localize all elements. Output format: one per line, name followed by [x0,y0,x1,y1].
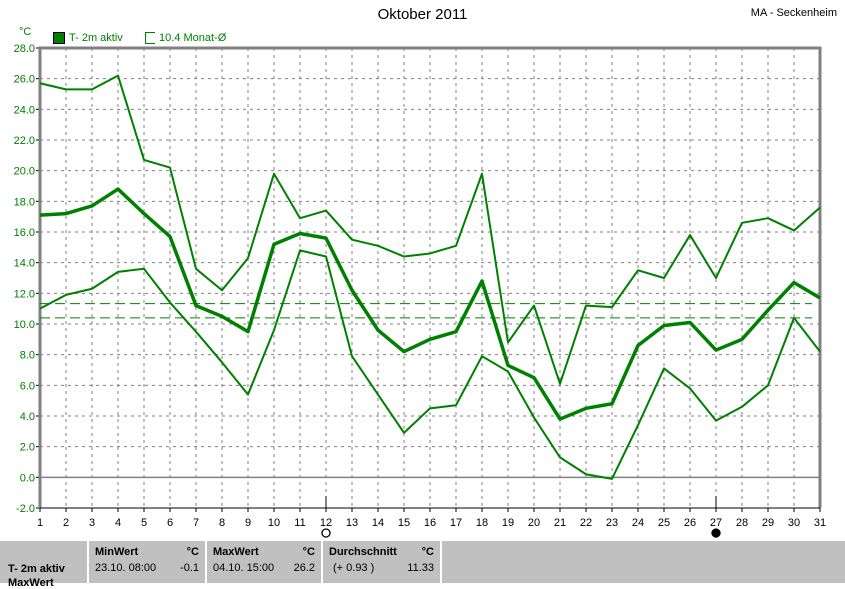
x-tick-label: 21 [554,517,566,529]
y-tick-label: 20.0 [14,166,35,178]
x-tick-label: 3 [89,517,95,529]
y-tick-label: 12.0 [14,288,35,300]
x-tick-label: 29 [762,517,774,529]
x-tick-label: 10 [268,517,280,529]
y-tick-label: 26.0 [14,74,35,86]
stats-row2-label: MaxWert [8,577,54,589]
x-tick-label: 20 [528,517,540,529]
max-label: MaxWert [213,546,259,558]
x-tick-label: 4 [115,517,121,529]
x-tick-label: 31 [814,517,826,529]
y-tick-label: 2.0 [20,442,35,454]
stats-max: MaxWert °C 04.10. 15:00 26.2 [205,541,321,583]
min-label: MinWert [95,546,138,558]
x-tick-label: 12 [320,517,332,529]
y-tick-label: 10.0 [14,319,35,331]
x-tick-label: 14 [372,517,384,529]
x-tick-label: 5 [141,517,147,529]
x-tick-label: 18 [476,517,488,529]
x-tick-label: 27 [710,517,722,529]
max-value: 26.2 [294,562,315,574]
stats-panel: T- 2m aktiv MaxWert MinWert °C 23.10. 08… [0,541,845,583]
x-tick-label: 25 [658,517,670,529]
full-moon-icon [322,529,330,537]
y-tick-label: 0.0 [20,472,35,484]
y-tick-label: 6.0 [20,380,35,392]
y-tick-label: 14.0 [14,258,35,270]
y-tick-label: 4.0 [20,411,35,423]
max-date: 04.10. 15:00 [213,562,274,574]
new-moon-icon [712,529,720,537]
min-date: 23.10. 08:00 [95,562,156,574]
x-tick-label: 23 [606,517,618,529]
avg-value: 11.33 [407,562,434,574]
x-tick-label: 6 [167,517,173,529]
min-value: -0.1 [180,562,199,574]
x-tick-label: 8 [219,517,225,529]
stats-min: MinWert °C 23.10. 08:00 -0.1 [87,541,205,583]
x-tick-label: 13 [346,517,358,529]
min-unit: °C [187,546,199,558]
max-unit: °C [303,546,315,558]
x-tick-label: 7 [193,517,199,529]
y-tick-label: -2.0 [16,503,35,515]
avg-label: Durchschnitt [329,546,397,558]
x-tick-label: 15 [398,517,410,529]
x-tick-label: 22 [580,517,592,529]
x-tick-label: 19 [502,517,514,529]
plot-frame [40,48,820,508]
y-tick-label: 16.0 [14,227,35,239]
y-tick-label: 24.0 [14,104,35,116]
y-tick-label: 28.0 [14,43,35,55]
x-tick-label: 26 [684,517,696,529]
x-tick-label: 2 [63,517,69,529]
y-tick-label: 22.0 [14,135,35,147]
x-tick-label: 16 [424,517,436,529]
stats-avg: Durchschnitt °C (+ 0.93 ) 11.33 [321,541,442,583]
x-tick-label: 24 [632,517,644,529]
stats-row-label: T- 2m aktiv [8,563,65,575]
y-tick-label: 8.0 [20,350,35,362]
avg-diff: (+ 0.93 ) [333,562,374,574]
x-tick-label: 9 [245,517,251,529]
x-tick-label: 28 [736,517,748,529]
x-tick-label: 30 [788,517,800,529]
avg-unit: °C [422,546,434,558]
x-tick-label: 1 [37,517,43,529]
y-tick-label: 18.0 [14,196,35,208]
x-tick-label: 11 [294,517,305,529]
x-tick-label: 17 [450,517,462,529]
